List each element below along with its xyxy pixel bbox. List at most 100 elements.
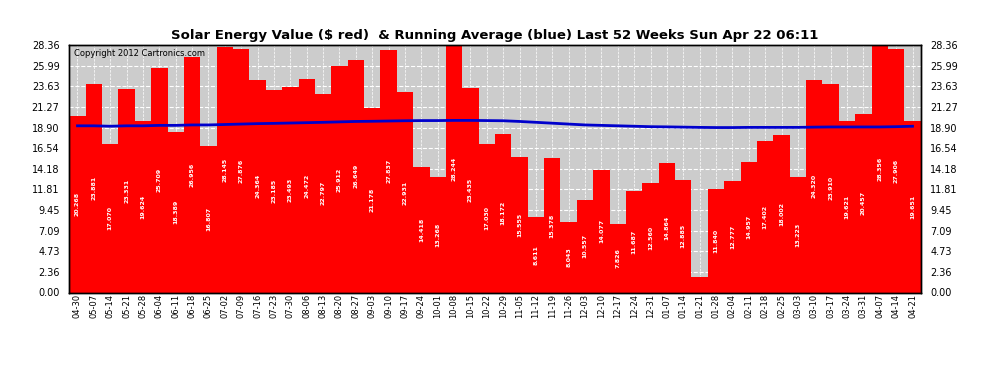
Bar [102, 144, 119, 292]
Title: Solar Energy Value ($ red)  & Running Average (blue) Last 52 Weeks Sun Apr 22 06: Solar Energy Value ($ red) & Running Ave… [171, 30, 819, 42]
Bar [708, 189, 725, 292]
Text: 23.331: 23.331 [124, 178, 129, 203]
Bar [119, 89, 135, 292]
Text: 16.807: 16.807 [206, 207, 211, 231]
Bar [233, 49, 249, 292]
Bar [462, 88, 478, 292]
Bar [299, 79, 315, 292]
Text: 18.389: 18.389 [173, 200, 178, 224]
Text: 8.611: 8.611 [534, 245, 539, 265]
Text: 28.145: 28.145 [223, 158, 228, 182]
Text: 10.557: 10.557 [582, 234, 587, 258]
Text: 19.651: 19.651 [910, 195, 915, 219]
Text: 19.621: 19.621 [844, 195, 849, 219]
Bar [904, 121, 921, 292]
Text: 27.876: 27.876 [239, 159, 244, 183]
Bar [397, 92, 413, 292]
Text: 14.077: 14.077 [599, 219, 604, 243]
Bar [773, 135, 790, 292]
Text: 26.649: 26.649 [353, 164, 358, 188]
Text: 25.709: 25.709 [156, 168, 161, 192]
Bar [839, 121, 855, 292]
Text: 8.043: 8.043 [566, 248, 571, 267]
Bar [691, 277, 708, 292]
Bar [512, 157, 528, 292]
Bar [855, 114, 871, 292]
Bar [364, 108, 380, 292]
Text: 22.931: 22.931 [403, 180, 408, 205]
Text: 18.172: 18.172 [501, 201, 506, 225]
Text: 11.687: 11.687 [632, 230, 637, 254]
Bar [528, 217, 545, 292]
Bar [626, 190, 643, 292]
Text: 7.826: 7.826 [616, 248, 621, 268]
Text: Copyright 2012 Cartronics.com: Copyright 2012 Cartronics.com [73, 49, 205, 58]
Bar [200, 146, 217, 292]
Text: 17.070: 17.070 [108, 206, 113, 230]
Text: 23.493: 23.493 [288, 178, 293, 202]
Bar [675, 180, 691, 292]
Text: 23.881: 23.881 [91, 176, 96, 200]
Bar [871, 45, 888, 292]
Bar [315, 93, 332, 292]
Bar [86, 84, 102, 292]
Bar [282, 87, 299, 292]
Text: 14.418: 14.418 [419, 217, 424, 242]
Bar [741, 162, 757, 292]
Bar [544, 158, 560, 292]
Bar [643, 183, 658, 292]
Bar [757, 141, 773, 292]
Bar [446, 46, 462, 292]
Bar [167, 132, 184, 292]
Text: 15.555: 15.555 [517, 213, 522, 237]
Text: 12.560: 12.560 [648, 226, 653, 250]
Text: 13.223: 13.223 [795, 223, 800, 247]
Text: 20.457: 20.457 [861, 191, 866, 215]
Text: 11.840: 11.840 [714, 229, 719, 253]
Bar [69, 116, 86, 292]
Text: 23.435: 23.435 [468, 178, 473, 203]
Bar [413, 166, 430, 292]
Text: 17.402: 17.402 [762, 204, 767, 229]
Bar [430, 177, 446, 292]
Bar [184, 57, 200, 292]
Bar [725, 181, 741, 292]
Text: 17.030: 17.030 [484, 206, 489, 230]
Bar [347, 60, 364, 292]
Text: 18.002: 18.002 [779, 202, 784, 226]
Bar [332, 66, 347, 292]
Bar [610, 224, 626, 292]
Bar [888, 49, 904, 292]
Bar [380, 50, 397, 292]
Bar [593, 170, 610, 292]
Text: 20.268: 20.268 [75, 192, 80, 216]
Text: 19.624: 19.624 [141, 195, 146, 219]
Text: 27.837: 27.837 [386, 159, 391, 183]
Bar [495, 134, 512, 292]
Bar [560, 222, 577, 292]
Text: 13.268: 13.268 [436, 222, 441, 247]
Text: 21.178: 21.178 [369, 188, 374, 212]
Bar [790, 177, 806, 292]
Text: 24.364: 24.364 [255, 174, 260, 198]
Text: 24.472: 24.472 [304, 174, 309, 198]
Text: 23.910: 23.910 [829, 176, 834, 200]
Text: 12.885: 12.885 [681, 224, 686, 248]
Bar [806, 80, 823, 292]
Bar [823, 84, 839, 292]
Text: 14.957: 14.957 [746, 215, 751, 239]
Text: 27.906: 27.906 [894, 159, 899, 183]
Text: 26.956: 26.956 [190, 163, 195, 187]
Text: 25.912: 25.912 [337, 167, 342, 192]
Text: 22.797: 22.797 [321, 181, 326, 205]
Text: 14.864: 14.864 [664, 216, 669, 240]
Bar [577, 200, 593, 292]
Text: 12.777: 12.777 [730, 225, 735, 249]
Text: 24.320: 24.320 [812, 174, 817, 198]
Bar [249, 80, 265, 292]
Text: 15.378: 15.378 [549, 213, 554, 237]
Bar [135, 121, 151, 292]
Text: 28.356: 28.356 [877, 157, 882, 181]
Bar [265, 90, 282, 292]
Text: 28.244: 28.244 [451, 157, 456, 182]
